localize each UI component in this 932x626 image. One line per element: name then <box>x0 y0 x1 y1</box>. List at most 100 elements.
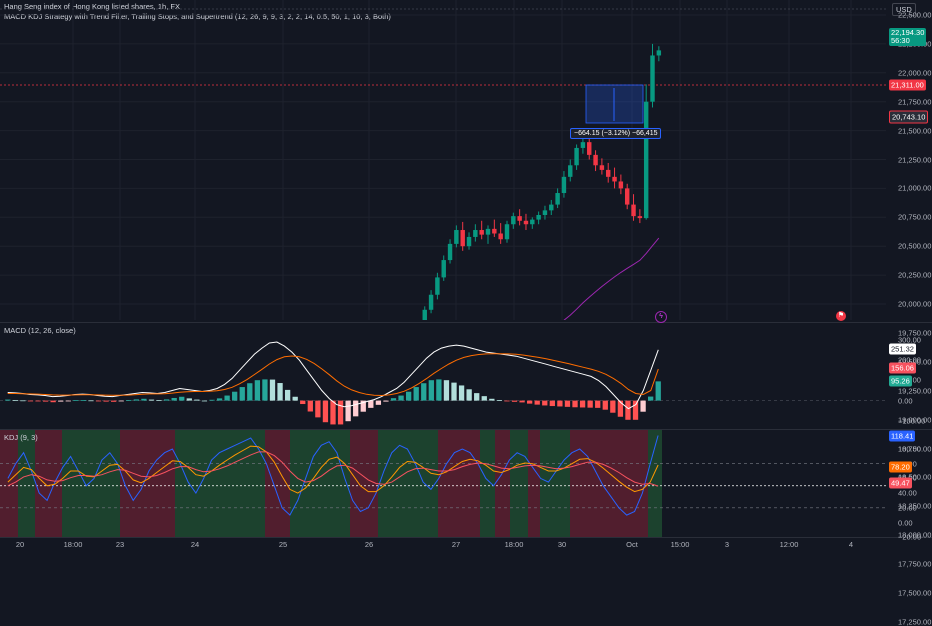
price-tick-label: 20,750.00 <box>898 212 932 222</box>
macd-histogram-bar <box>209 399 215 401</box>
candle-body <box>549 204 554 211</box>
flag-icon[interactable]: ⚑ <box>836 311 846 321</box>
macd-histogram-bar <box>179 396 185 401</box>
candle-body <box>498 233 503 240</box>
candle-body <box>656 50 662 56</box>
macd-histogram-bar <box>474 393 480 401</box>
candle-body <box>479 230 484 235</box>
price-tick-label: 18,250.00 <box>898 501 932 511</box>
candle-body <box>466 236 472 247</box>
macd-histogram-bar <box>171 397 177 401</box>
macd-histogram-bar <box>489 398 495 401</box>
macd-histogram-bar <box>103 400 109 402</box>
macd-histogram-bar <box>27 400 34 402</box>
macd-histogram-bar <box>375 400 382 405</box>
macd-tick-label: 200.00 <box>898 355 921 365</box>
candle-body <box>580 142 586 148</box>
macd-line <box>7 341 659 410</box>
d-line <box>7 451 659 487</box>
macd-chart[interactable] <box>0 323 886 428</box>
macd-histogram-bar <box>141 398 147 401</box>
macd-histogram-bar <box>88 400 94 402</box>
macd-tick-label: −100.00 <box>898 416 926 426</box>
macd-histogram-bar <box>163 399 170 401</box>
kdj-title[interactable]: KDJ (9, 3) <box>4 433 38 442</box>
macd-histogram-bar <box>579 400 586 408</box>
candle-body <box>473 230 478 237</box>
price-axis[interactable]: USD 22,500.0022,250.0022,000.0021,750.00… <box>886 0 932 626</box>
macd-histogram-bar <box>632 400 639 420</box>
signal-zone <box>18 430 35 537</box>
j-line <box>7 435 659 516</box>
pane-separator[interactable] <box>0 429 932 430</box>
price-tick-label: 17,250.00 <box>898 617 932 626</box>
time-axis-label: 25 <box>278 540 288 549</box>
macd-histogram-bar <box>337 400 344 425</box>
macd-histogram-bar <box>413 387 419 401</box>
hist-value: 95.26 <box>889 375 912 387</box>
macd-tick-label: 300.00 <box>898 335 921 345</box>
macd-histogram-bar <box>360 400 366 412</box>
kdj-tick-label: 40.00 <box>898 488 917 498</box>
time-axis-label: 18:00 <box>504 540 524 549</box>
macd-histogram-bar <box>504 400 510 402</box>
macd-histogram-bar <box>277 383 283 401</box>
signal-zone <box>570 430 585 537</box>
candle-body <box>492 228 497 234</box>
macd-histogram-bar <box>572 400 578 408</box>
candle-body <box>511 216 516 225</box>
price-tick-label: 18,500.00 <box>898 472 932 482</box>
lightning-icon[interactable]: ϟ <box>655 311 667 323</box>
price-tick-label: 19,500.00 <box>898 357 931 366</box>
candle-body <box>631 204 636 217</box>
candle-body <box>530 219 535 225</box>
price-tick-label: 18,000.00 <box>898 530 932 540</box>
macd-histogram-bar <box>95 400 102 402</box>
strategy-title[interactable]: MACD KDJ Strategy with Trend Filter, Tra… <box>4 12 391 21</box>
signal-line <box>7 353 659 397</box>
macd-histogram-bar <box>542 400 548 406</box>
kdj-tick-label: 0.00 <box>898 518 913 527</box>
signal-zone <box>540 430 570 537</box>
k-line <box>7 445 659 494</box>
price-tick-label: 20,500.00 <box>898 241 932 251</box>
pane-separator[interactable] <box>0 322 932 323</box>
macd-histogram-bar <box>511 400 518 402</box>
macd-histogram-bar <box>148 399 155 401</box>
time-axis-label: 4 <box>848 540 854 549</box>
macd-histogram-bar <box>655 381 661 401</box>
macd-histogram-bar <box>262 379 268 401</box>
signal-zone <box>480 430 495 537</box>
macd-histogram-bar <box>307 400 313 412</box>
macd-histogram-bar <box>602 400 608 410</box>
kdj-chart[interactable] <box>0 430 886 537</box>
macd-histogram-bar <box>118 400 124 402</box>
macd-histogram-bar <box>269 379 276 401</box>
macd-histogram-bar <box>186 398 192 401</box>
last-price-badge: 22,194.30 56:30 <box>889 28 927 46</box>
signal-zone <box>290 430 350 537</box>
macd-title[interactable]: MACD (12, 26, close) <box>4 326 76 335</box>
price-chart[interactable] <box>0 0 886 320</box>
time-axis-label: 26 <box>364 540 374 549</box>
macd-histogram-bar <box>421 383 427 401</box>
candle-body <box>555 193 560 205</box>
price-tick-label: 21,250.00 <box>898 155 932 164</box>
macd-histogram-bar <box>300 400 306 405</box>
time-axis-label: Oct <box>626 540 638 549</box>
time-axis-label: 30 <box>557 540 567 549</box>
macd-histogram-bar <box>58 400 64 402</box>
measure-label[interactable]: −664.15 (−3.12%) −66,415 <box>570 128 662 139</box>
macd-histogram-bar <box>519 400 525 403</box>
macd-histogram-bar <box>648 396 654 401</box>
currency-label[interactable]: USD <box>892 3 916 16</box>
signal-zone <box>62 430 120 537</box>
macd-histogram-bar <box>405 391 412 401</box>
price-tick-label: 19,750.00 <box>898 328 932 338</box>
countdown: 56:30 <box>891 36 910 45</box>
symbol-title[interactable]: Hang Seng index of Hong Kong listed shar… <box>4 2 180 11</box>
signal-zone <box>438 430 480 537</box>
macd-histogram-bar <box>315 400 321 418</box>
